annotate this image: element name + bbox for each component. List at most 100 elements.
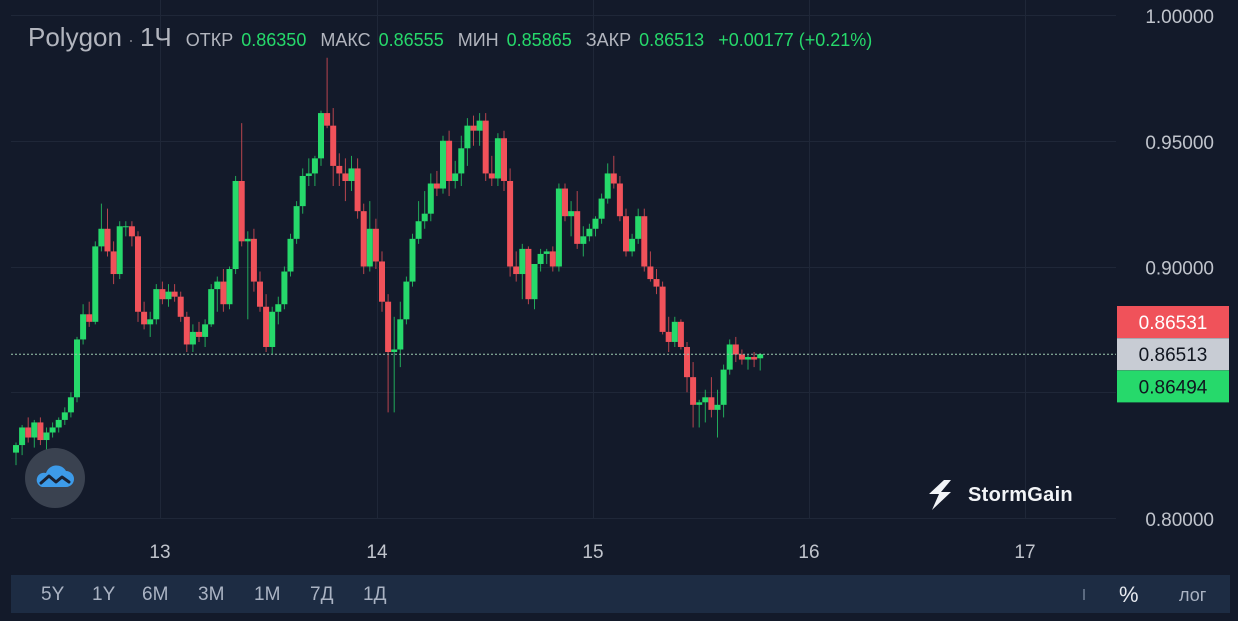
candle-body bbox=[25, 427, 32, 438]
candle bbox=[116, 221, 123, 280]
candle bbox=[684, 341, 690, 393]
close-value: 0.86513 bbox=[639, 30, 705, 50]
price-chart[interactable]: 1.00000 0.95000 0.90000 0.80000 0.86531 0.865… bbox=[0, 0, 1238, 575]
candle-body bbox=[104, 228, 111, 252]
range-3m-button[interactable]: 3M bbox=[198, 584, 225, 605]
candle-body bbox=[43, 432, 50, 441]
candle bbox=[86, 301, 93, 327]
candle-body bbox=[592, 218, 599, 229]
candle bbox=[110, 241, 117, 285]
last-price-tag-bg bbox=[1117, 338, 1229, 371]
candle bbox=[49, 422, 56, 438]
candle-body bbox=[244, 238, 251, 242]
candle bbox=[226, 266, 233, 310]
candle bbox=[324, 57, 331, 129]
price-tick-label: 0.95000 bbox=[1145, 133, 1214, 154]
candle bbox=[525, 246, 532, 305]
candle bbox=[379, 251, 385, 312]
candle-body bbox=[55, 419, 62, 428]
log-scale-toggle[interactable]: лог bbox=[1179, 585, 1207, 605]
range-6m-button[interactable]: 6M bbox=[142, 584, 169, 605]
candle bbox=[13, 442, 19, 466]
candle-body bbox=[671, 321, 678, 342]
candle bbox=[531, 263, 538, 310]
candle bbox=[507, 168, 514, 277]
candle-body bbox=[183, 316, 190, 345]
candle bbox=[318, 110, 324, 166]
candle-body bbox=[421, 213, 428, 222]
candle-body bbox=[470, 125, 477, 131]
candle-body bbox=[738, 354, 745, 360]
candle-body bbox=[433, 183, 440, 189]
candle-body bbox=[629, 238, 636, 252]
candle bbox=[470, 115, 477, 146]
grid bbox=[11, 0, 1116, 519]
candle bbox=[31, 419, 38, 448]
candle bbox=[202, 319, 209, 347]
candle bbox=[311, 155, 318, 187]
candle-body bbox=[226, 269, 233, 305]
time-tick-label: 17 bbox=[1014, 542, 1035, 563]
range-7d-button[interactable]: 7Д bbox=[310, 584, 334, 605]
candle-body bbox=[745, 357, 751, 360]
candle-body bbox=[543, 251, 550, 254]
candle-body bbox=[287, 238, 294, 272]
candle bbox=[281, 266, 288, 310]
time-tick-label: 14 bbox=[366, 542, 388, 563]
candle-body bbox=[49, 427, 56, 433]
candle bbox=[269, 306, 276, 355]
candle-body bbox=[690, 377, 697, 405]
candle bbox=[452, 160, 459, 189]
candle bbox=[751, 352, 758, 368]
candle bbox=[342, 158, 349, 202]
candle bbox=[726, 339, 733, 375]
timeframe-label: 1Ч bbox=[139, 22, 172, 52]
candle-body bbox=[476, 120, 483, 131]
close-label: ЗАКР bbox=[585, 30, 632, 50]
candle bbox=[250, 228, 257, 292]
candle bbox=[537, 248, 544, 272]
candle-body bbox=[568, 211, 575, 217]
last-price-tag-text: 0.86513 bbox=[1139, 345, 1208, 366]
candle bbox=[37, 417, 44, 446]
candle bbox=[647, 251, 654, 282]
candle bbox=[80, 304, 87, 345]
range-1y-button[interactable]: 1Y bbox=[92, 584, 116, 605]
open-label: ОТКР bbox=[185, 30, 234, 50]
candle bbox=[708, 377, 715, 418]
chart-canvas[interactable]: 1.00000 0.95000 0.90000 0.80000 0.86531 0.865… bbox=[0, 0, 1238, 575]
candle-body bbox=[665, 331, 672, 342]
candle-body bbox=[98, 228, 105, 247]
range-1m-button[interactable]: 1M bbox=[254, 584, 281, 605]
candle bbox=[366, 201, 373, 272]
candle bbox=[67, 392, 74, 418]
candle bbox=[738, 349, 745, 365]
candle-body bbox=[464, 125, 471, 149]
candle-body bbox=[269, 311, 276, 347]
percent-scale-toggle[interactable]: % bbox=[1119, 582, 1139, 607]
candle-body bbox=[281, 271, 288, 305]
candle-body bbox=[598, 198, 605, 219]
candle bbox=[391, 316, 398, 413]
candle bbox=[482, 113, 489, 181]
candle-body bbox=[128, 226, 135, 237]
candle-body bbox=[482, 120, 489, 174]
candle bbox=[446, 130, 453, 197]
time-tick-label: 16 bbox=[798, 542, 819, 563]
range-1d-button[interactable]: 1Д bbox=[363, 584, 387, 605]
candle bbox=[641, 208, 648, 272]
candle-body bbox=[616, 183, 623, 217]
candle-body bbox=[519, 248, 526, 275]
stormgain-watermark: StormGain bbox=[924, 480, 1073, 510]
candle bbox=[592, 216, 599, 237]
range-5y-button[interactable]: 5Y bbox=[41, 584, 65, 605]
candle-body bbox=[177, 296, 184, 317]
candle-body bbox=[757, 354, 764, 359]
candle bbox=[360, 203, 367, 275]
candle bbox=[19, 424, 26, 456]
candle-body bbox=[135, 236, 141, 312]
chart-logo-button[interactable] bbox=[25, 448, 85, 508]
candle-body bbox=[677, 321, 684, 347]
candle bbox=[55, 417, 62, 433]
candle bbox=[653, 269, 660, 295]
